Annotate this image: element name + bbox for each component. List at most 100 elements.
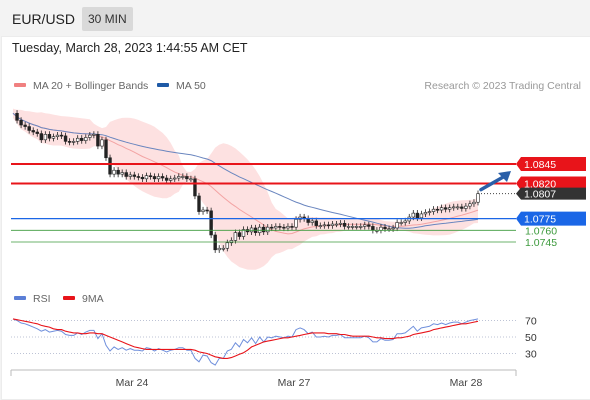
candle-body [439, 207, 444, 211]
candle-body [472, 201, 476, 205]
candle-body [346, 226, 351, 228]
timestamp: Tuesday, March 28, 2023 1:44:55 AM CET [12, 41, 248, 55]
candle-body [132, 174, 137, 177]
candle-body [476, 193, 480, 203]
symbol-label: EUR/USD [12, 11, 76, 27]
candle-body [47, 134, 52, 139]
candle-body [181, 176, 185, 178]
candle-body [197, 195, 201, 212]
candle-body [108, 157, 112, 175]
level-tag-1.0775 [516, 211, 586, 226]
candle-body [411, 212, 416, 218]
candle-body [326, 224, 331, 227]
candle-body [435, 208, 440, 211]
candle-body [419, 213, 424, 219]
candle-body [193, 178, 197, 197]
candle-body [468, 203, 472, 207]
candle-body [55, 134, 60, 137]
x-tick-mar-27: Mar 27 [278, 377, 311, 389]
candle-body [201, 209, 205, 212]
legend-ma20: MA 20 + Bollinger Bands [14, 80, 148, 92]
candle-body [383, 226, 387, 230]
candle-body [205, 209, 209, 212]
timeframe-badge[interactable]: 30 MIN [82, 7, 133, 31]
candle-body [423, 212, 428, 215]
candle-body [359, 226, 363, 228]
candle-body [391, 227, 395, 230]
candle-body [266, 226, 270, 233]
level-label-1.0760: 1.0760 [525, 225, 557, 237]
candle-body [168, 178, 173, 181]
candle-body [71, 141, 76, 143]
legend-ma9: 9MA [63, 293, 104, 305]
candle-body [88, 134, 92, 138]
candle-body [23, 124, 27, 127]
candle-body [84, 137, 88, 141]
candle-body [67, 141, 72, 143]
candle-body [241, 229, 246, 237]
candle-body [112, 169, 116, 175]
candle-body [338, 222, 343, 225]
candle-body [427, 211, 432, 213]
candle-body [270, 226, 274, 229]
candles [15, 110, 480, 253]
candle-body [164, 177, 169, 181]
candle-body [460, 206, 464, 209]
candle-body [452, 206, 456, 209]
candle-body [379, 226, 383, 231]
rsi-tick-70: 70 [525, 316, 537, 328]
candle-body [124, 172, 128, 177]
candle-body [100, 139, 104, 147]
candle-body [342, 222, 347, 227]
copyright: Research © 2023 Trading Central [424, 80, 581, 92]
candle-body [160, 176, 165, 179]
candle-body [330, 223, 335, 226]
candle-body [15, 113, 19, 121]
candle-body [63, 135, 68, 142]
candle-body [443, 207, 448, 210]
ma50-swatch [157, 83, 169, 88]
ma50-line [12, 112, 479, 229]
candle-body [363, 224, 367, 227]
candle-body [350, 226, 355, 228]
candle-body [464, 205, 468, 209]
level-label-1.0775: 1.0775 [524, 214, 556, 226]
x-tick-mar-24: Mar 24 [116, 377, 149, 389]
candle-body [431, 208, 436, 212]
legend-ma9-label: 9MA [82, 293, 104, 305]
candle-body [92, 134, 96, 136]
candle-body [371, 226, 375, 231]
candle-body [136, 176, 141, 178]
candle-body [387, 228, 391, 231]
rsi-tick-50: 50 [525, 332, 537, 344]
candle-body [403, 220, 407, 223]
candle-body [31, 130, 35, 133]
candle-body [116, 169, 120, 175]
candle-body [310, 220, 314, 223]
candle-body [59, 134, 64, 137]
candle-body [415, 212, 420, 219]
rsi-swatch [14, 296, 26, 301]
candle-body [128, 174, 132, 177]
candle-body [314, 220, 318, 226]
candle-body [322, 224, 327, 227]
candle-body [173, 177, 177, 180]
legend-ma50-label: MA 50 [176, 80, 206, 92]
legend-ma50: MA 50 [157, 80, 206, 92]
candle-body [96, 134, 100, 147]
header: EUR/USD 30 MIN [0, 0, 590, 36]
candle-body [237, 232, 242, 237]
ma20-swatch [14, 83, 26, 88]
candle-body [185, 176, 189, 180]
ma9-swatch [63, 296, 75, 301]
candle-body [120, 172, 124, 175]
candle-body [282, 226, 286, 229]
rsi-line [12, 318, 479, 366]
candle-body [35, 131, 39, 134]
candle-body [27, 126, 31, 131]
level-tag-1.0845 [516, 157, 586, 171]
candle-body [399, 222, 403, 224]
candle-body [261, 226, 266, 233]
level-label-1.0745: 1.0745 [525, 237, 557, 249]
candle-body [278, 226, 282, 228]
